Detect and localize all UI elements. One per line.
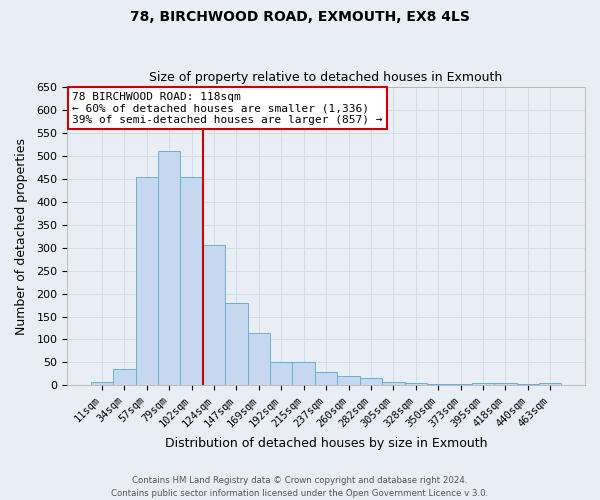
Title: Size of property relative to detached houses in Exmouth: Size of property relative to detached ho… — [149, 72, 503, 85]
Bar — [539, 383, 562, 386]
Y-axis label: Number of detached properties: Number of detached properties — [15, 138, 28, 334]
Bar — [113, 370, 136, 386]
Bar — [337, 376, 360, 386]
Bar — [270, 362, 292, 386]
Bar — [449, 384, 472, 386]
Bar — [517, 384, 539, 386]
Bar — [91, 382, 113, 386]
Bar — [181, 176, 203, 386]
Bar — [360, 378, 382, 386]
Bar — [315, 372, 337, 386]
Bar — [382, 382, 404, 386]
Text: 78 BIRCHWOOD ROAD: 118sqm
← 60% of detached houses are smaller (1,336)
39% of se: 78 BIRCHWOOD ROAD: 118sqm ← 60% of detac… — [73, 92, 383, 124]
Bar — [158, 152, 181, 386]
Text: Contains HM Land Registry data © Crown copyright and database right 2024.
Contai: Contains HM Land Registry data © Crown c… — [112, 476, 488, 498]
Bar — [292, 362, 315, 386]
Bar — [472, 382, 494, 386]
Bar — [248, 332, 270, 386]
Bar — [136, 176, 158, 386]
Bar — [494, 383, 517, 386]
Bar — [427, 384, 449, 386]
X-axis label: Distribution of detached houses by size in Exmouth: Distribution of detached houses by size … — [165, 437, 487, 450]
Bar — [203, 246, 225, 386]
Bar — [225, 303, 248, 386]
Text: 78, BIRCHWOOD ROAD, EXMOUTH, EX8 4LS: 78, BIRCHWOOD ROAD, EXMOUTH, EX8 4LS — [130, 10, 470, 24]
Bar — [404, 383, 427, 386]
